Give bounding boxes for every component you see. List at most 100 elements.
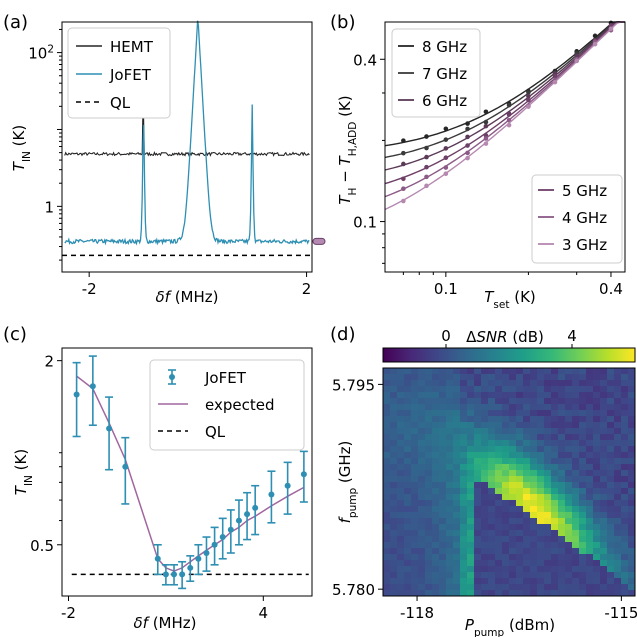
heatmap-cell (600, 398, 608, 405)
heatmap-cell (453, 434, 461, 441)
heatmap-cell (439, 392, 447, 399)
heatmap-cell (614, 536, 622, 543)
heatmap-cell (474, 590, 482, 597)
heatmap-cell (544, 452, 552, 459)
heatmap-cell (474, 374, 482, 381)
heatmap-cell (495, 578, 503, 585)
heatmap-cell (383, 422, 391, 429)
heatmap-cell (516, 494, 524, 501)
data-point-b (465, 143, 470, 148)
heatmap-cell (446, 470, 454, 477)
heatmap-cell (502, 458, 510, 465)
heatmap-cell (509, 422, 517, 429)
heatmap-cell (621, 422, 629, 429)
heatmap-cell (397, 548, 405, 555)
heatmap-cell (397, 476, 405, 483)
heatmap-cell (495, 572, 503, 579)
heatmap-cell (432, 506, 440, 513)
heatmap-cell (453, 428, 461, 435)
heatmap-cell (537, 518, 545, 525)
heatmap-cell (418, 416, 426, 423)
heatmap-cell (418, 386, 426, 393)
heatmap-cell (607, 542, 615, 549)
heatmap-cell (460, 542, 468, 549)
heatmap-cell (509, 560, 517, 567)
heatmap-cell (565, 560, 573, 567)
heatmap-cell (551, 506, 559, 513)
heatmap-cell (411, 464, 419, 471)
heatmap-cell (488, 416, 496, 423)
heatmap-cell (411, 476, 419, 483)
heatmap-cell (467, 380, 475, 387)
heatmap-cell (607, 530, 615, 537)
heatmap-cell (551, 482, 559, 489)
heatmap-cell (565, 482, 573, 489)
legend-c (149, 359, 305, 451)
heatmap-cell (439, 590, 447, 597)
heatmap-cell (446, 440, 454, 447)
heatmap-cell (572, 500, 580, 507)
heatmap-cell (383, 578, 391, 585)
y-tick-label-a: 1 (44, 198, 54, 216)
heatmap-cell (544, 572, 552, 579)
heatmap-cell (509, 500, 517, 507)
heatmap-cell (453, 422, 461, 429)
heatmap-cell (495, 404, 503, 411)
heatmap-cell (432, 530, 440, 537)
data-point-b (483, 109, 489, 115)
heatmap-cell (425, 458, 433, 465)
heatmap-cell (523, 554, 531, 561)
heatmap-cell (474, 494, 482, 501)
heatmap-cell (544, 548, 552, 555)
heatmap-cell (544, 542, 552, 549)
heatmap-cell (621, 428, 629, 435)
heatmap-cell (509, 524, 517, 531)
heatmap-cell (593, 458, 601, 465)
heatmap-cell (481, 380, 489, 387)
heatmap-cell (565, 434, 573, 441)
heatmap-cell (411, 368, 419, 375)
heatmap-cell (467, 410, 475, 417)
heatmap-cell (600, 428, 608, 435)
heatmap-cell (432, 380, 440, 387)
heatmap-cell (551, 530, 559, 537)
heatmap-cell (516, 386, 524, 393)
heatmap-cell (418, 530, 426, 537)
heatmap-cell (537, 506, 545, 513)
heatmap-cell (509, 398, 517, 405)
heatmap-cell (537, 512, 545, 519)
heatmap-cell (383, 506, 391, 513)
heatmap-cell (579, 536, 587, 543)
heatmap-cell (425, 500, 433, 507)
heatmap-cell (397, 410, 405, 417)
heatmap-cell (446, 410, 454, 417)
heatmap-cell (551, 542, 559, 549)
heatmap-cell (383, 482, 391, 489)
heatmap-cell (516, 512, 524, 519)
heatmap-cell (439, 404, 447, 411)
heatmap-cell (551, 434, 559, 441)
heatmap-cell (551, 452, 559, 459)
heatmap-cell (446, 398, 454, 405)
heatmap-cell (453, 368, 461, 375)
heatmap-cell (488, 446, 496, 453)
heatmap-cell (600, 548, 608, 555)
heatmap-cell (530, 458, 538, 465)
heatmap-cell (537, 500, 545, 507)
heatmap-cell (390, 470, 398, 477)
heatmap-cell (411, 392, 419, 399)
heatmap-cell (495, 590, 503, 597)
heatmap-cell (460, 416, 468, 423)
heatmap-cell (453, 380, 461, 387)
heatmap-cell (488, 410, 496, 417)
heatmap-cell (467, 392, 475, 399)
heatmap-cell (390, 368, 398, 375)
heatmap-cell (397, 488, 405, 495)
heatmap-cell (537, 578, 545, 585)
heatmap-cell (474, 488, 482, 495)
y-tick-label-c: 0.5 (30, 537, 54, 555)
heatmap-cell (586, 530, 594, 537)
heatmap-cell (600, 578, 608, 585)
heatmap-cell (397, 560, 405, 567)
heatmap-cell (572, 560, 580, 567)
